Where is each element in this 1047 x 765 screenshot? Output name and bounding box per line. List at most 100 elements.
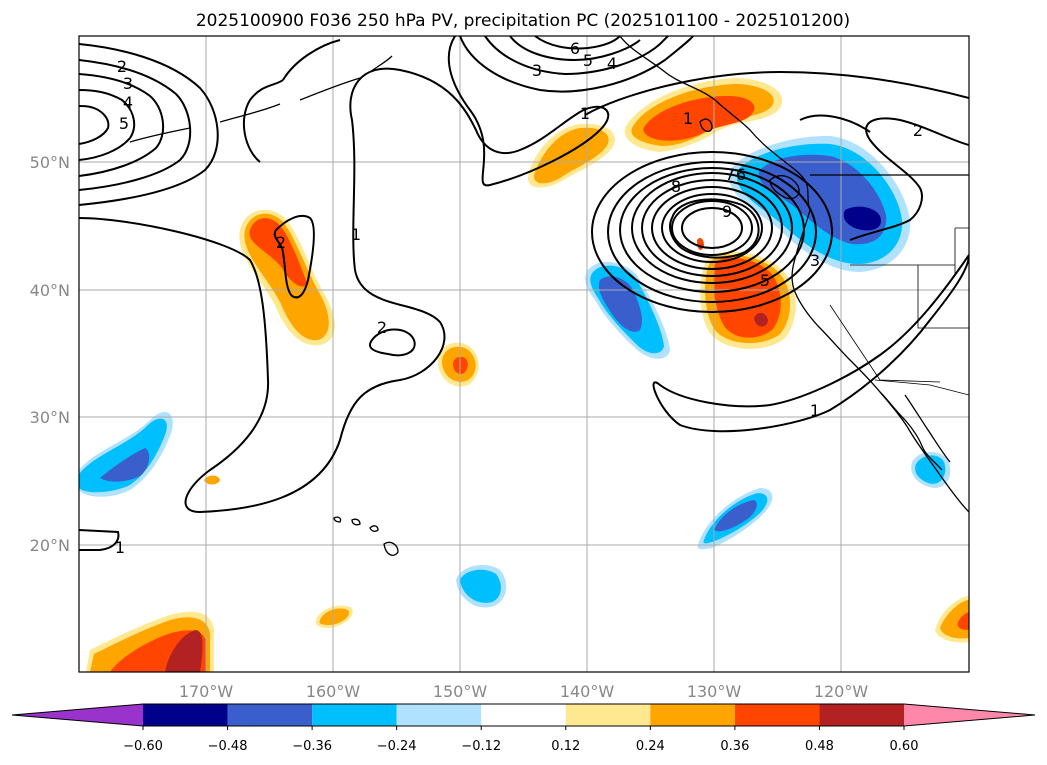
lon-label-160w: 160°W [306,682,361,701]
pv-contour-2-east [849,117,969,241]
pv-label: 1 [115,538,125,557]
pv-contour-cutoff-outer3 [619,167,805,293]
pv-label: 1 [580,104,590,123]
colorbar-tick-label: −0.36 [292,739,332,754]
precip-positive-nw-inner [643,96,755,141]
pv-contour-1-central [79,36,610,514]
precip-positive-se-inner [957,612,969,630]
pv-contour-2-ring [369,328,416,357]
pv-label: 6 [570,39,580,58]
pv-contour-gulf-3 [509,36,641,62]
precip-positive-gulf-inner [534,127,609,184]
colorbar-ticks [142,726,905,730]
map-background [79,36,969,672]
pv-contours [79,36,969,552]
border-us-mexico [874,379,969,396]
colorbar-segment [143,704,228,726]
precip-negative-baja-inner [915,455,946,484]
colorbar-tick-label: 0.12 [551,739,580,754]
pv-label: 5 [583,51,593,70]
pv-contour-cutoff-1 [631,172,793,284]
lat-axis-labels: 50°N 40°N 30°N 20°N [30,153,70,555]
colorbar: −0.60 −0.48 −0.36 −0.24 −0.12 0.12 0.24 0.36 0.4… [11,703,1036,754]
pv-contour-gulf-4 [534,36,621,50]
colorbar-extend-max [904,704,1035,726]
pv-label: 3 [532,61,542,80]
colorbar-segment [396,704,482,726]
pv-label: 8 [671,177,681,196]
colorbar-extend-min [12,704,143,726]
pv-label: 2 [913,121,923,140]
pv-label: 7 [725,165,735,184]
coast-hawaii-2 [369,525,379,532]
lon-label-170w: 170°W [179,682,234,701]
pv-label: 2 [276,233,286,252]
colorbar-tick-label: −0.60 [123,739,163,754]
pv-contour-cutoff-4 [661,193,763,263]
pv-label: 2 [117,57,127,76]
pv-label: 5 [119,114,129,133]
coast-vancouver-island [769,175,800,200]
pv-label: 4 [123,93,133,112]
coastlines [129,36,969,556]
colorbar-segment [650,704,735,726]
colorbar-tick-label: 0.60 [890,739,919,754]
precip-negative-sw-inner [714,500,757,532]
precip-negative-west-mid [79,418,167,493]
pv-contour-west-3 [79,73,165,177]
lat-label-20: 20°N [30,536,70,555]
colorbar-tick-label: 0.48 [805,739,834,754]
lat-label-50: 50°N [30,153,70,172]
colorbar-segment [312,704,397,726]
coast-alaska-panhandle [619,36,781,159]
pv-label: 1 [683,109,693,128]
precip-negative-nw-core [843,206,882,231]
pv-contour-labels: 2 3 4 5 6 5 4 3 1 1 1 2 2 8 7 6 9 2 3 5 [115,39,923,557]
colorbar-segment [227,704,313,726]
colorbar-tick-label: −0.24 [377,739,417,754]
pv-contour-gulf-2 [484,36,669,76]
pv-contour-west-1 [79,43,219,206]
colorbar-segments [12,704,1035,726]
border-canada-east [954,227,969,275]
lon-axis-labels: 170°W 160°W 150°W 140°W 130°W 120°W [179,682,869,701]
colorbar-segment [734,704,820,726]
coast-hawaii-3 [351,518,361,526]
pv-label: 9 [722,202,732,221]
colorbar-segment [565,704,651,726]
pv-label: 2 [377,318,387,337]
coast-haida-gwaii [699,118,713,133]
colorbar-segment [819,704,904,726]
precip-positive-tiny [204,475,220,485]
figure-title: 2025100900 F036 250 hPa PV, precipitatio… [196,11,850,31]
pv-label: 1 [810,401,820,420]
colorbar-tick-label: −0.12 [461,739,501,754]
map-frame [78,35,970,673]
lat-label-40: 40°N [30,281,70,300]
pv-contour-cutoff-outer [591,151,833,313]
pv-contour-west-2 [79,59,192,191]
colorbar-tick-label: 0.36 [720,739,749,754]
coast-hawaii-1 [383,541,399,556]
colorbar-labels: −0.60 −0.48 −0.36 −0.24 −0.12 0.12 0.24 0.36 0.4… [123,739,918,754]
pv-label: 5 [760,271,770,290]
pv-contour-cutoff-3 [651,186,773,270]
lon-label-130w: 130°W [687,682,742,701]
borders [810,174,969,396]
pv-contour-cutoff-6 [681,207,743,249]
pv-contour-west-5 [79,105,110,145]
colorbar-tick-label: 0.24 [636,739,665,754]
map-content: 2 3 4 5 6 5 4 3 1 1 1 2 2 8 7 6 9 2 3 5 [79,36,969,672]
coast-baja [879,391,943,471]
coast-aleutians [129,55,393,143]
pv-contour-cutoff-2 [641,179,783,277]
pv-label: 6 [736,165,746,184]
coast-hawaii-4 [333,516,342,523]
precip-shading [79,78,969,672]
pv-contour-cutoff-5 [671,200,753,256]
lon-label-140w: 140°W [560,682,615,701]
pv-label: 1 [351,225,361,244]
pv-contour-1-sw [79,529,120,552]
border-us-states [829,264,969,383]
